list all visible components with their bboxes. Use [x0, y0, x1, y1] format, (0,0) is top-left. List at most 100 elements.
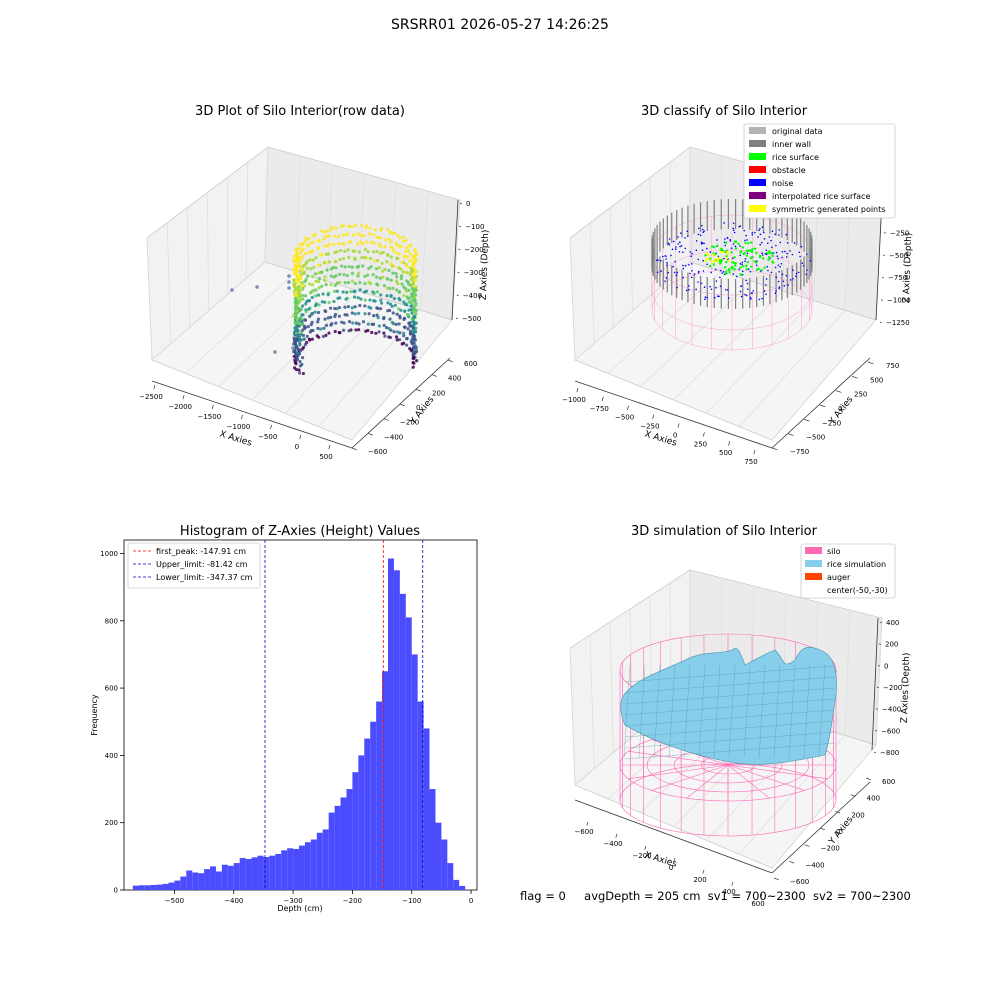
plot1-point — [375, 259, 380, 263]
plot2-noise-point — [690, 276, 693, 279]
plot2-noise-point — [785, 233, 788, 236]
plot1-point — [298, 265, 302, 269]
plot1-point — [339, 249, 343, 253]
plot1-point — [403, 316, 407, 320]
plot2-y-tick-label: −750 — [790, 448, 809, 456]
grid-line — [844, 609, 851, 736]
plot2-rice-surface-point — [730, 251, 733, 254]
plot1-axes — [151, 199, 459, 449]
plot2-noise-point — [702, 231, 705, 234]
plot1-point — [413, 293, 418, 297]
plot1-y-tick-label: 0 — [416, 404, 420, 412]
plot1-point — [300, 288, 304, 292]
plot2-noise-point — [689, 251, 692, 253]
plot2-noise-point — [741, 261, 744, 264]
plot2-noise-point — [770, 271, 773, 274]
plot1-point — [382, 317, 386, 321]
plot2-noise-point — [701, 242, 704, 245]
plot1-point — [391, 311, 395, 315]
plot1-point — [372, 314, 376, 318]
plot1-point — [363, 312, 367, 316]
plot2-rice-surface-point — [725, 255, 728, 258]
plot1-point — [342, 272, 346, 277]
plot1-point — [343, 305, 347, 309]
plot2-noise-point — [732, 222, 735, 225]
plot4-x-tick-mark — [644, 845, 647, 850]
plot2-rice-surface-point — [739, 266, 742, 269]
plot2-noise-point — [700, 241, 703, 244]
plot1-point — [389, 294, 393, 298]
plot1-point — [400, 342, 404, 346]
plot1-point — [298, 339, 302, 343]
plot2-noise-point — [659, 260, 662, 262]
plot1-point — [394, 251, 399, 255]
plot1-point — [343, 313, 347, 317]
plot1-point — [296, 321, 300, 325]
plot2-noise-point — [746, 282, 749, 285]
plot1-point — [295, 327, 299, 332]
plot1-point — [383, 267, 387, 271]
grid-line — [207, 192, 209, 312]
grid-line — [151, 261, 266, 361]
plot3-bar — [174, 880, 181, 890]
plot3-xtick-label: −200 — [343, 897, 362, 905]
plot4-mesh-line — [624, 709, 836, 727]
plot2-noise-point — [775, 244, 777, 247]
plot1-point — [386, 301, 390, 305]
plot1-point — [321, 292, 325, 296]
plot2-noise-point — [739, 262, 742, 265]
plot2-noise-point — [761, 226, 764, 228]
plot4-x-tick-mark — [731, 881, 734, 886]
plot2-noise-point — [668, 243, 670, 246]
plot1-point — [397, 296, 401, 301]
plot2-rice-surface-point — [719, 248, 722, 251]
plot1-point — [339, 224, 344, 228]
plot3-bar — [281, 850, 288, 890]
plot3-bar — [257, 855, 264, 890]
plot1-point — [394, 322, 398, 326]
plot2-rice-surface-point — [758, 256, 762, 259]
plot1-point — [392, 330, 396, 334]
plot1-point — [414, 301, 418, 306]
plot4-z-tick-mark — [873, 751, 876, 754]
plot1-point — [395, 312, 399, 316]
plot1-point — [389, 262, 393, 266]
plot3-ytick-label: 800 — [105, 617, 118, 625]
plot2-noise-point — [684, 264, 687, 267]
plot3-ytick-label: 1000 — [100, 550, 118, 558]
plot2-z-tick-label: −1000 — [887, 297, 911, 305]
plot4-x-tick-label: 400 — [722, 888, 735, 896]
plot2-rice-surface-point — [766, 251, 769, 255]
plot2-noise-point — [697, 258, 700, 261]
plot2-rice-surface-point — [751, 248, 754, 251]
plot1-point — [341, 257, 346, 261]
plot1-point — [326, 316, 330, 320]
plot2-symmetric-point — [712, 259, 716, 263]
plot3-bar — [370, 721, 377, 890]
plot3-bar — [411, 654, 418, 890]
plot1-point — [392, 231, 397, 235]
plot2-x-tick-mark — [576, 387, 579, 393]
plot1-point — [372, 259, 377, 263]
plot2-rice-surface-point — [733, 268, 736, 271]
plot1-z-tick-mark — [457, 271, 460, 274]
plot2-noise-point — [667, 242, 670, 245]
plot3-bar — [459, 885, 466, 890]
plot1-point — [332, 275, 336, 279]
plot1-point — [350, 306, 354, 310]
plot1-point — [324, 235, 328, 239]
plot3-bar — [399, 593, 406, 890]
plot2-symmetric-point — [706, 252, 709, 255]
plot1-point — [403, 325, 407, 329]
plot1-point — [297, 288, 301, 292]
plot1-point — [358, 288, 362, 292]
plot2-noise-point — [672, 265, 674, 268]
plot2-noise-point — [709, 251, 712, 253]
plot2-noise-point — [784, 250, 786, 253]
plot1-point — [380, 301, 384, 305]
plot2-noise-point — [700, 282, 703, 285]
plot2-rice-surface-point — [769, 251, 772, 254]
plot2-noise-point — [797, 271, 800, 274]
plot2-noise-point — [665, 277, 668, 279]
plot4-mesh-line — [803, 664, 811, 759]
